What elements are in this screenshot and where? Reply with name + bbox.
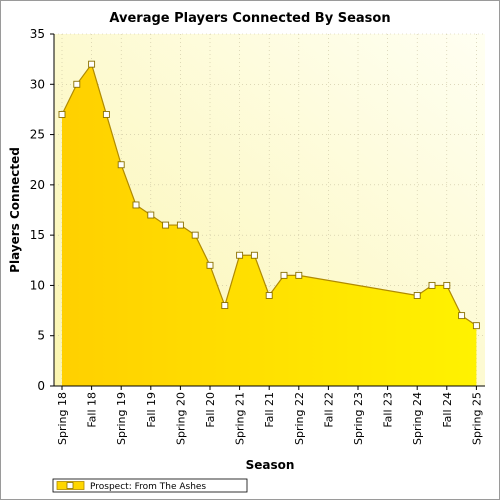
y-tick-label: 35	[30, 27, 45, 41]
x-tick-label: Fall 22	[322, 392, 335, 428]
data-point	[102, 111, 110, 118]
legend-marker	[66, 482, 74, 489]
x-tick-label: Fall 21	[263, 392, 276, 428]
data-point	[176, 221, 184, 229]
y-tick-label: 10	[30, 278, 45, 292]
data-point	[236, 251, 244, 259]
data-point	[58, 111, 66, 118]
data-point	[147, 211, 155, 219]
legend-box	[52, 478, 248, 493]
x-tick-label: Spring 18	[56, 392, 69, 445]
x-tick-label: Fall 19	[145, 392, 158, 428]
data-point	[295, 271, 303, 279]
data-point	[428, 281, 436, 289]
legend: Prospect: From The Ashes	[52, 478, 248, 493]
data-point	[206, 261, 214, 269]
data-point	[73, 80, 81, 88]
y-tick-label: 25	[30, 128, 45, 142]
data-point	[413, 292, 421, 299]
data-point	[117, 161, 125, 169]
x-tick-label: Spring 24	[411, 392, 424, 445]
x-tick-label: Spring 23	[352, 392, 365, 445]
y-tick-label: 15	[30, 228, 45, 242]
x-tick-label: Fall 18	[86, 392, 99, 428]
legend-label: Prospect: From The Ashes	[90, 482, 206, 492]
y-axis-ticks: 0 5 10 15 20 25 30 35	[30, 27, 54, 393]
data-point	[472, 322, 480, 330]
x-tick-label: Spring 21	[234, 392, 247, 445]
y-tick-label: 30	[30, 77, 45, 91]
data-point	[250, 251, 258, 259]
data-point	[191, 231, 199, 239]
x-axis-ticks: Spring 18 Fall 18 Spring 19 Fall 19 Spring 2…	[56, 386, 483, 445]
grid-lines	[54, 33, 485, 387]
x-tick-label: Fall 24	[441, 392, 454, 428]
series-markers	[58, 60, 480, 330]
series-area	[62, 64, 477, 387]
data-point	[88, 60, 96, 68]
data-point	[265, 292, 273, 299]
x-tick-label: Fall 20	[204, 392, 217, 428]
data-point	[458, 312, 466, 320]
x-axis-label: Season	[246, 458, 295, 472]
x-tick-label: Spring 19	[115, 392, 128, 445]
data-point	[280, 271, 288, 279]
data-point	[443, 281, 451, 289]
data-point	[132, 201, 140, 209]
data-point	[162, 221, 170, 229]
x-tick-label: Spring 20	[174, 392, 187, 445]
y-tick-label: 5	[37, 329, 45, 343]
chart-title: Average Players Connected By Season	[109, 11, 390, 26]
series-line	[61, 62, 477, 327]
x-tick-label: Spring 22	[293, 392, 306, 445]
y-tick-label: 0	[37, 379, 45, 393]
y-tick-label: 20	[30, 178, 45, 192]
x-tick-label: Spring 25	[470, 392, 483, 445]
data-point	[221, 302, 229, 309]
x-tick-label: Fall 23	[382, 392, 395, 428]
y-axis-label: Players Connected	[8, 147, 22, 273]
